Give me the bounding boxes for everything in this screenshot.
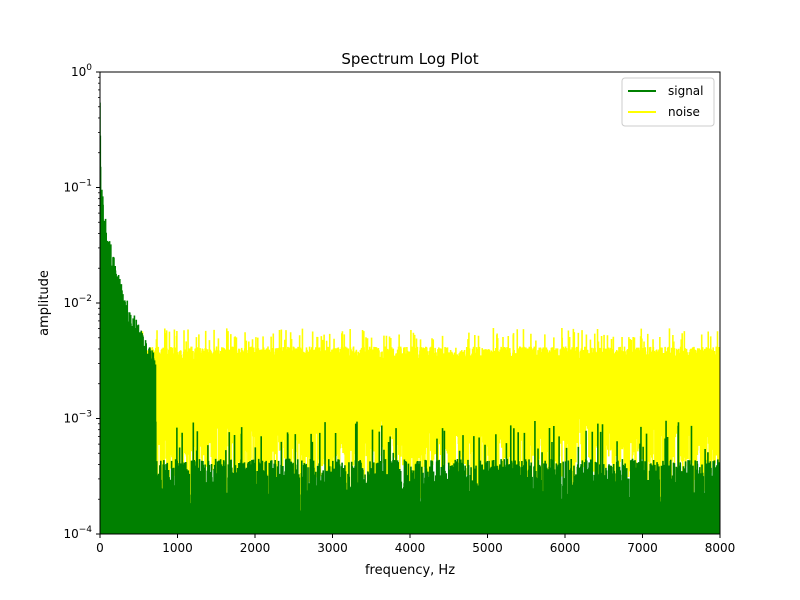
legend: signal noise xyxy=(621,77,715,127)
legend-signal-label: signal xyxy=(668,84,704,98)
x-tick-label: 3000 xyxy=(317,541,348,555)
y-tick-label: 10−2 xyxy=(63,294,92,310)
x-tick-label: 5000 xyxy=(472,541,503,555)
y-axis-label: amplitude xyxy=(37,270,52,336)
x-tick-label: 2000 xyxy=(240,541,271,555)
x-axis-label: frequency, Hz xyxy=(365,563,455,578)
x-tick-label: 6000 xyxy=(550,541,581,555)
y-tick-label: 10−4 xyxy=(63,525,92,541)
x-tick-label: 4000 xyxy=(395,541,426,555)
noise-series xyxy=(100,327,720,534)
x-tick-label: 7000 xyxy=(627,541,658,555)
x-axis: 0 1000 2000 3000 4000 5000 6000 7000 8000 xyxy=(96,534,735,555)
legend-noise-label: noise xyxy=(668,105,700,119)
signal-series xyxy=(100,102,720,534)
series-layer xyxy=(100,102,720,534)
x-tick-label: 1000 xyxy=(162,541,193,555)
y-tick-label: 10−1 xyxy=(63,179,92,195)
x-tick-label: 8000 xyxy=(705,541,736,555)
y-tick-label: 10−3 xyxy=(63,410,92,426)
y-tick-label: 100 xyxy=(71,63,92,79)
y-axis: 10−4 10−3 10−2 10−1 100 xyxy=(63,63,100,541)
x-tick-label: 0 xyxy=(96,541,104,555)
chart-title: Spectrum Log Plot xyxy=(341,50,478,68)
